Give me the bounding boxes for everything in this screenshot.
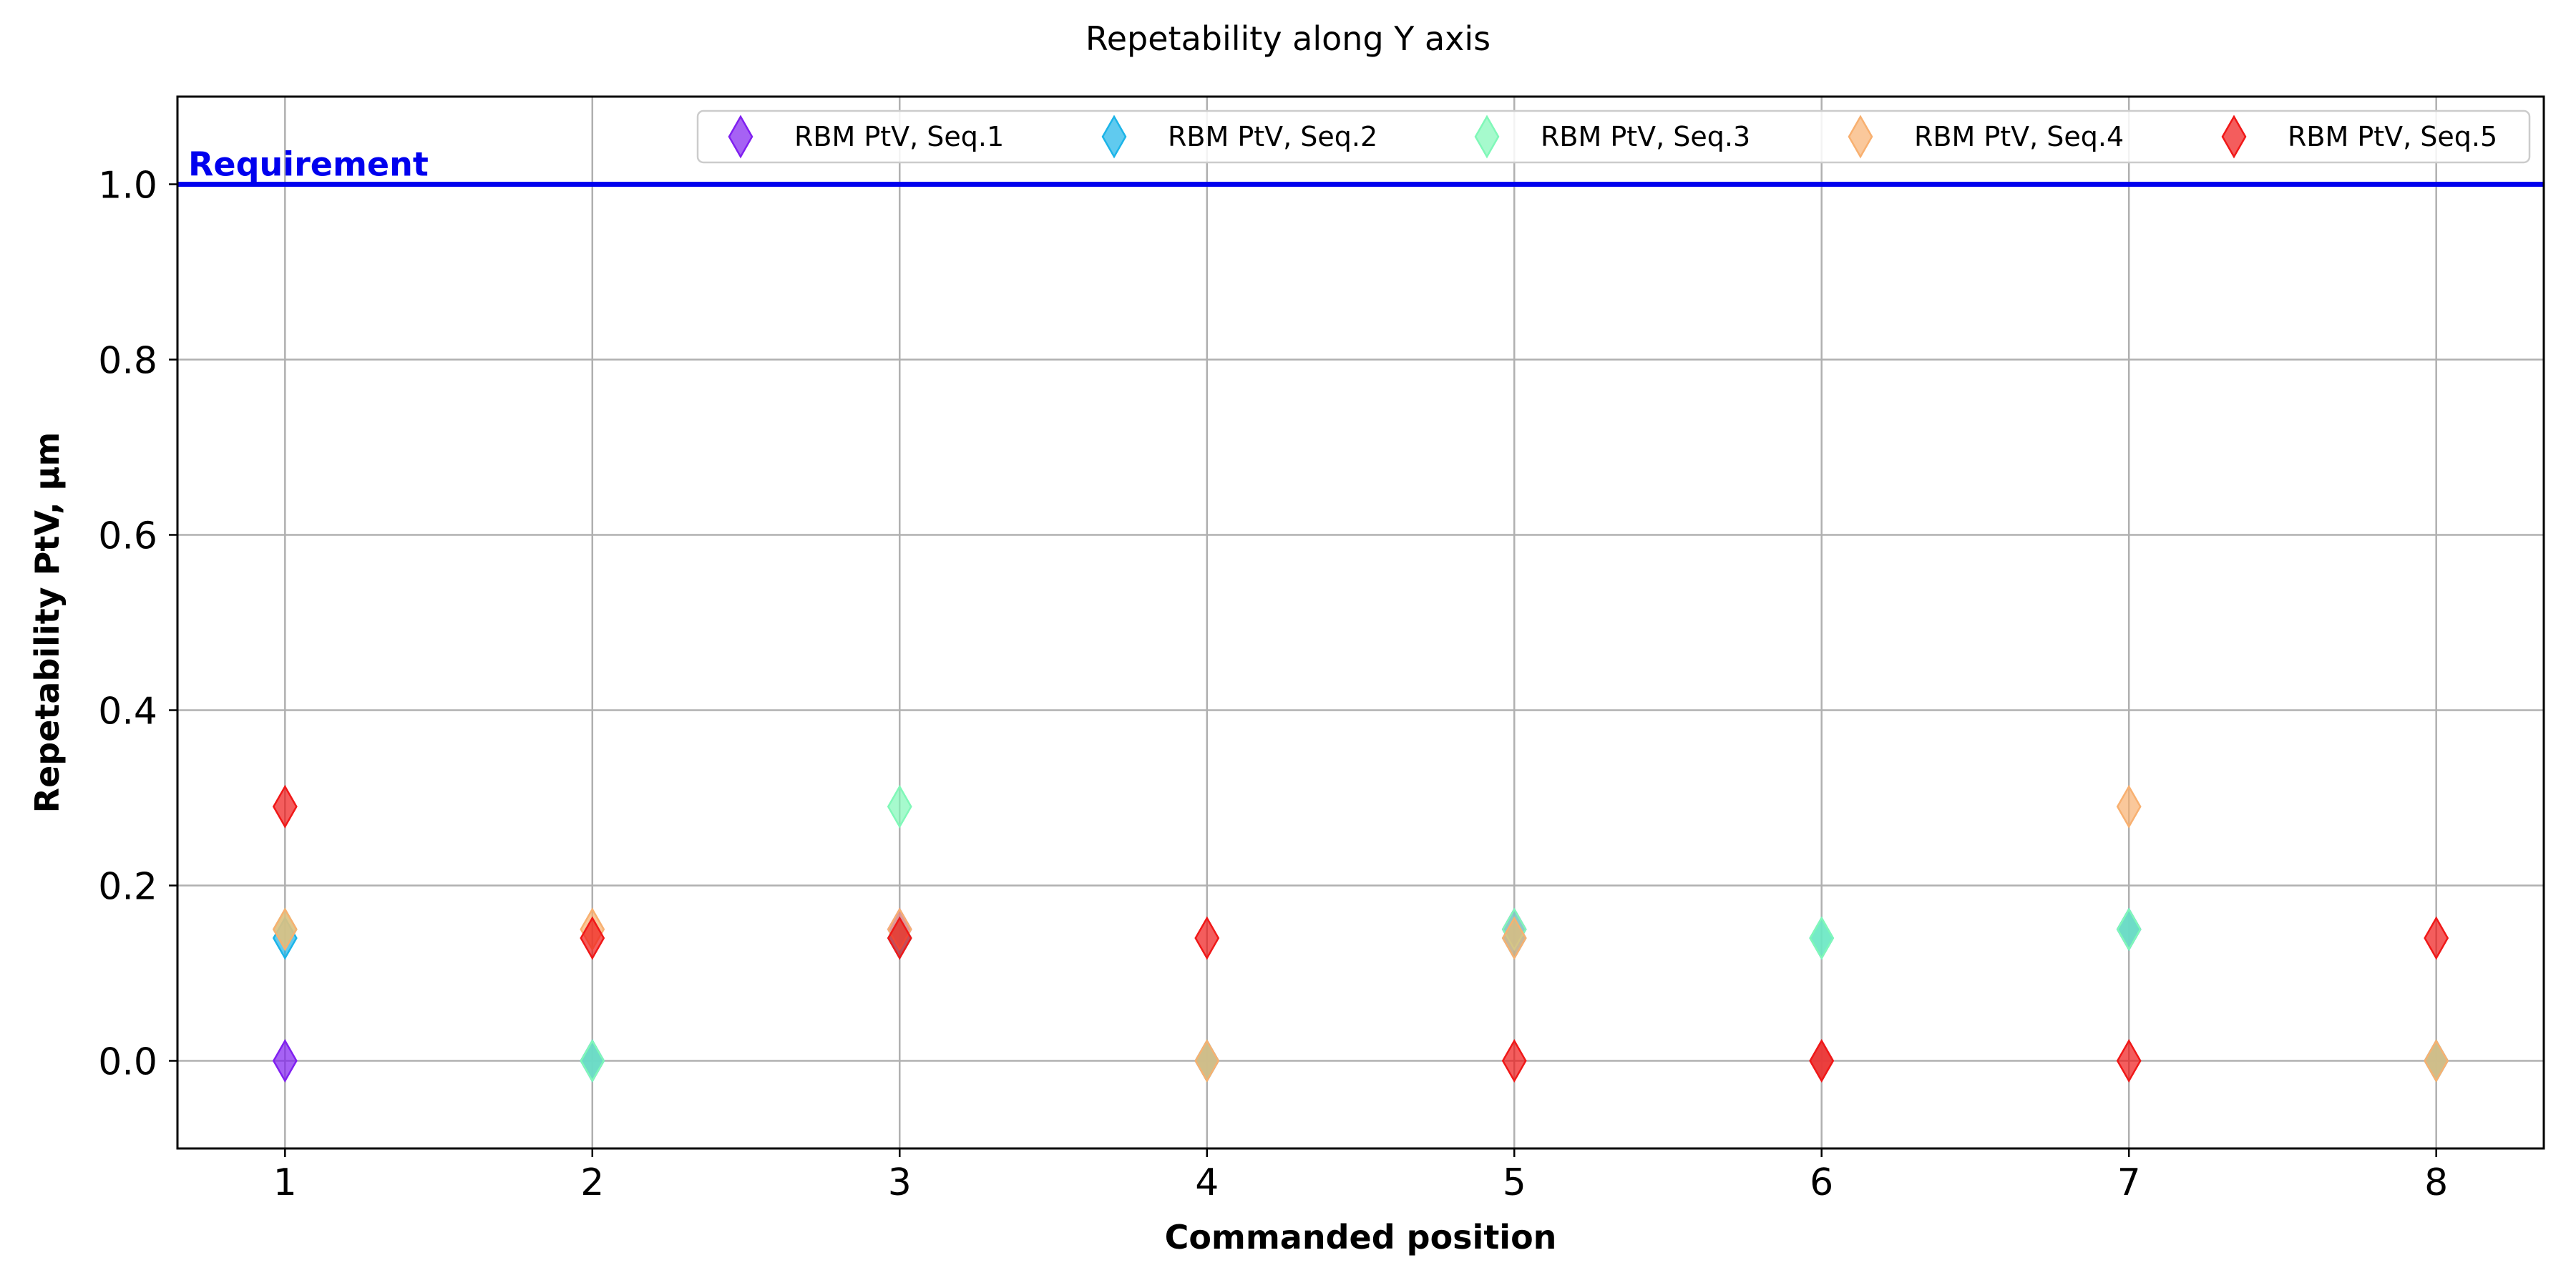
data-point-seq5 [1501, 1038, 1527, 1083]
x-tick-label: 2 [580, 1161, 604, 1204]
legend: RBM PtV, Seq.1 RBM PtV, Seq.2 RBM PtV, Seq… [696, 109, 2531, 164]
plot-frame [176, 95, 2545, 1150]
data-point-seq5 [272, 784, 298, 829]
requirement-line-group: Requirement [177, 145, 2544, 187]
data-point-seq1 [272, 1038, 298, 1083]
data-point-seq4 [1501, 916, 1527, 960]
legend-marker-seq4 [1848, 114, 1873, 159]
x-tick-label: 7 [2117, 1161, 2141, 1204]
requirement-label: Requirement [188, 145, 429, 184]
data-point-seq4 [2116, 784, 2142, 829]
legend-label-seq1: RBM PtV, Seq.1 [794, 121, 1004, 152]
data-point-seq5 [2424, 916, 2449, 960]
data-point-seq5 [1194, 916, 1220, 960]
legend-label-seq5: RBM PtV, Seq.5 [2288, 121, 2497, 152]
legend-marker-seq2 [1101, 114, 1127, 159]
legend-marker-seq3 [1474, 114, 1500, 159]
data-point-seq3 [887, 784, 912, 829]
data-point-seq4 [1194, 1038, 1220, 1083]
legend-marker-seq1 [728, 114, 753, 159]
data-point-seq3 [580, 1038, 605, 1083]
y-tick-label: 0.2 [98, 866, 157, 909]
legend-label-seq3: RBM PtV, Seq.3 [1541, 121, 1750, 152]
y-tick-label: 0.8 [98, 340, 157, 383]
x-tick-label: 5 [1503, 1161, 1526, 1204]
x-tick-label: 8 [2424, 1161, 2448, 1204]
x-axis-label: Commanded position [1165, 1218, 1557, 1257]
data-point-seq4 [2424, 1038, 2449, 1083]
legend-label-seq2: RBM PtV, Seq.2 [1168, 121, 1377, 152]
y-tick-label: 0.6 [98, 515, 157, 558]
x-tick-label: 6 [1810, 1161, 1833, 1204]
data-point-seq5 [1809, 1038, 1835, 1083]
y-axis-label: Repetability PtV, µm [28, 432, 67, 814]
data-point-seq3 [1809, 916, 1835, 960]
data-point-seq5 [580, 916, 605, 960]
chart-title: Repetability along Y axis [1085, 19, 1491, 58]
legend-box [696, 109, 2531, 164]
data-point-seq3 [2116, 907, 2142, 952]
y-tick-label: 0.4 [98, 691, 157, 733]
y-tick-label: 0.0 [98, 1041, 157, 1084]
x-tick-label: 4 [1195, 1161, 1219, 1204]
data-point-seq5 [887, 916, 912, 960]
legend-marker-seq5 [2221, 114, 2247, 159]
legend-label-seq4: RBM PtV, Seq.4 [1914, 121, 2124, 152]
data-points [272, 784, 2449, 1083]
data-point-seq4 [272, 907, 298, 952]
axis-ticks: 1 2 3 4 5 6 7 8 0.0 0.2 0.4 0.6 0.8 1.0 [98, 165, 2448, 1205]
x-tick-label: 3 [888, 1161, 912, 1204]
y-tick-label: 1.0 [98, 165, 157, 208]
x-tick-label: 1 [273, 1161, 297, 1204]
data-point-seq5 [2116, 1038, 2142, 1083]
